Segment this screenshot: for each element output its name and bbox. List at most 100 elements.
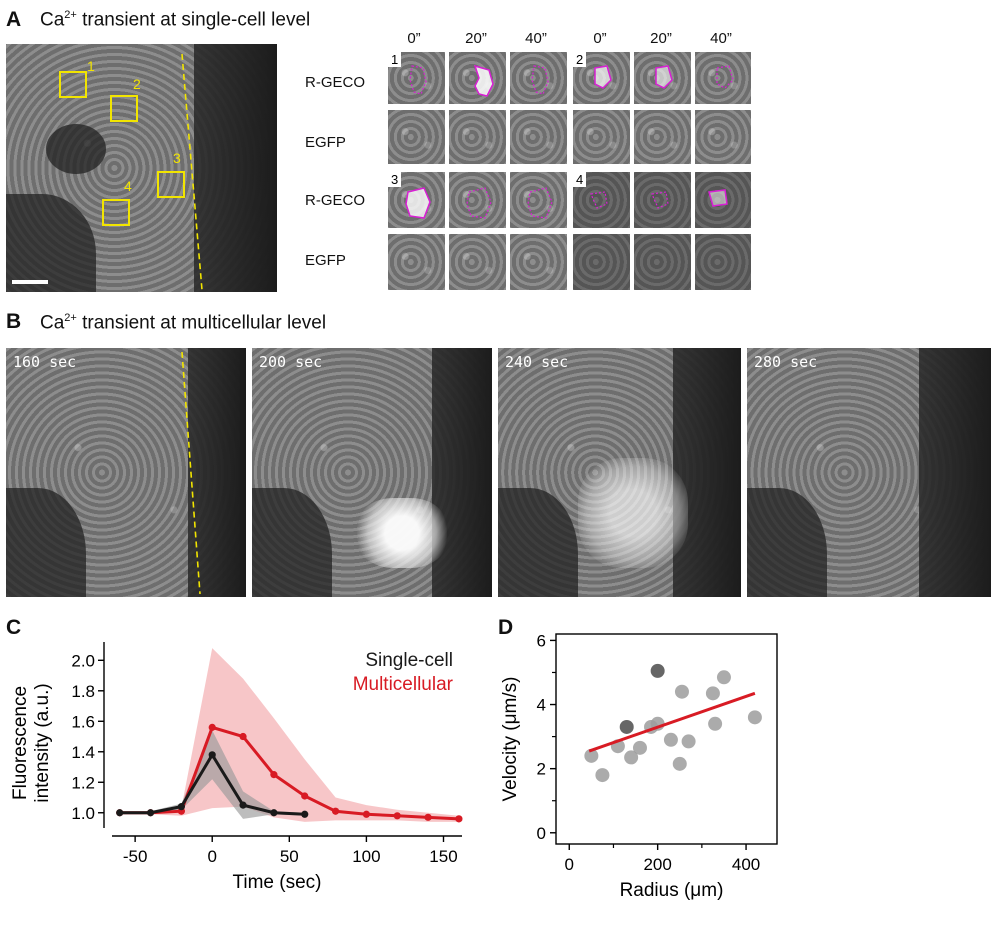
- thumb-3-rgeco-40s: [510, 172, 567, 228]
- scatter-point-dark: [650, 663, 665, 678]
- row-label-rgeco-bottom: R-GECO: [305, 192, 365, 209]
- col-header-20s-a: 20”: [465, 30, 487, 47]
- y-tick-label: 1.4: [71, 743, 95, 762]
- thumb-4-egfp-40s: [695, 234, 751, 290]
- thumb-4-egfp-0s: [573, 234, 630, 290]
- data-point: [239, 732, 247, 741]
- panel-a-title: Ca2+ transient at single-cell level: [40, 9, 310, 31]
- panel-d-letter: D: [498, 616, 514, 639]
- roi-box-4: [102, 199, 130, 226]
- y-tick-label: 1.0: [71, 804, 95, 823]
- scatter-point: [674, 684, 689, 699]
- thumb-3-egfp-40s: [510, 234, 567, 290]
- overview-overlay: [12, 53, 203, 291]
- x-axis-label: Radius (μm): [620, 880, 724, 901]
- thumb-1-egfp-40s: [510, 110, 567, 164]
- scatter-point: [716, 670, 731, 685]
- roi-label-2: 2: [133, 76, 141, 92]
- thumb-2-rgeco-20s: [634, 52, 691, 104]
- thumb-number-1: 1: [388, 52, 402, 67]
- data-point: [270, 809, 278, 817]
- series-line-multicellular: [119, 725, 459, 821]
- y-tick-label: 2.0: [71, 651, 95, 670]
- data-point: [116, 809, 124, 817]
- timelapse-frame-200: 200 sec: [252, 348, 492, 597]
- scatter-point: [672, 756, 687, 771]
- col-header-20s-b: 20”: [650, 30, 672, 47]
- timelapse-frame-240: 240 sec: [498, 348, 741, 597]
- legend-single-cell: Single-cell: [365, 650, 453, 671]
- panel-a-title-post: transient at single-cell level: [76, 9, 311, 31]
- data-point: [270, 771, 278, 779]
- timestamp-240: 240 sec: [505, 353, 569, 371]
- scatter-point: [632, 740, 647, 755]
- thumb-1-egfp-20s: [449, 110, 506, 164]
- y-tick-label: 6: [537, 631, 546, 650]
- thumb-1-egfp-0s: [388, 110, 445, 164]
- band-single-cell: [119, 730, 305, 819]
- scatter-point: [663, 732, 678, 747]
- plot-frame: [555, 633, 778, 845]
- panel-a-letter: A: [6, 8, 22, 31]
- roi-label-4: 4: [124, 178, 132, 194]
- timestamp-280: 280 sec: [754, 353, 818, 371]
- thumb-2-egfp-0s: [573, 110, 630, 164]
- timelapse-frame-160: 160 sec: [6, 348, 246, 597]
- legend-multicellular: Multicellular: [353, 674, 454, 695]
- roi-label-1: 1: [87, 58, 95, 74]
- x-tick-label: 200: [643, 855, 671, 874]
- x-axis-label: Time (sec): [232, 872, 321, 893]
- data-point: [393, 812, 401, 820]
- thumb-2-rgeco-0s: 2: [573, 52, 630, 104]
- fit-line: [588, 691, 756, 753]
- thumb-2-egfp-20s: [634, 110, 691, 164]
- overview-micrograph: 1 2 3 4: [6, 44, 277, 292]
- data-point: [424, 813, 432, 821]
- panel-b-title-pre: Ca: [40, 312, 65, 334]
- panel-c-letter: C: [6, 616, 22, 639]
- y-tick-label: 4: [537, 696, 546, 715]
- scale-bar: [12, 280, 48, 284]
- col-header-40s-b: 40”: [710, 30, 732, 47]
- thumb-2-egfp-40s: [695, 110, 751, 164]
- data-point: [301, 792, 309, 800]
- x-tick-label: 0: [565, 855, 574, 874]
- timestamp-200: 200 sec: [259, 353, 323, 371]
- y-axis-label: Velocity (μm/s): [500, 677, 521, 802]
- panel-b-letter: B: [6, 310, 22, 333]
- row-label-egfp-top: EGFP: [305, 134, 346, 151]
- y-tick-label: 1.6: [71, 712, 95, 731]
- panel-b-title: Ca2+ transient at multicellular level: [40, 312, 326, 334]
- thumb-1-rgeco-20s: [449, 52, 506, 104]
- x-tick-label: 100: [352, 847, 380, 866]
- y-tick-label: 0: [537, 824, 546, 843]
- scatter-point: [584, 748, 599, 763]
- scatter-chart: 0 2 4 6 0 200 400 Radius (μm) Velocity (μm/s): [500, 631, 778, 901]
- x-tick-label: 0: [207, 847, 216, 866]
- roi-box-2: [110, 95, 138, 122]
- panel-a-title-sup: 2+: [64, 9, 77, 21]
- roi-box-3: [157, 171, 185, 198]
- x-tick-label: -50: [123, 847, 148, 866]
- scatter-point-dark: [619, 719, 634, 734]
- data-point: [362, 810, 371, 818]
- data-point: [208, 723, 216, 731]
- timestamp-160: 160 sec: [13, 353, 77, 371]
- data-point: [177, 803, 185, 811]
- panel-b-title-sup: 2+: [64, 312, 77, 324]
- timelapse-frame-280: 280 sec: [747, 348, 991, 597]
- col-header-0s-a: 0”: [407, 30, 421, 47]
- scatter-point: [681, 734, 696, 749]
- scatter-point: [624, 750, 639, 765]
- thumb-3-egfp-0s: [388, 234, 445, 290]
- col-header-0s-b: 0”: [593, 30, 607, 47]
- y-axis-label-line: Fluorescence: [10, 686, 31, 800]
- thumb-4-egfp-20s: [634, 234, 691, 290]
- y-tick-label: 1.2: [71, 773, 95, 792]
- x-tick-label: 400: [732, 855, 760, 874]
- y-axis-label-line: intensity (a.u.): [32, 683, 53, 802]
- scatter-point: [595, 768, 610, 783]
- data-point: [146, 809, 155, 817]
- col-header-40s-a: 40”: [525, 30, 547, 47]
- scatter-point: [708, 716, 723, 731]
